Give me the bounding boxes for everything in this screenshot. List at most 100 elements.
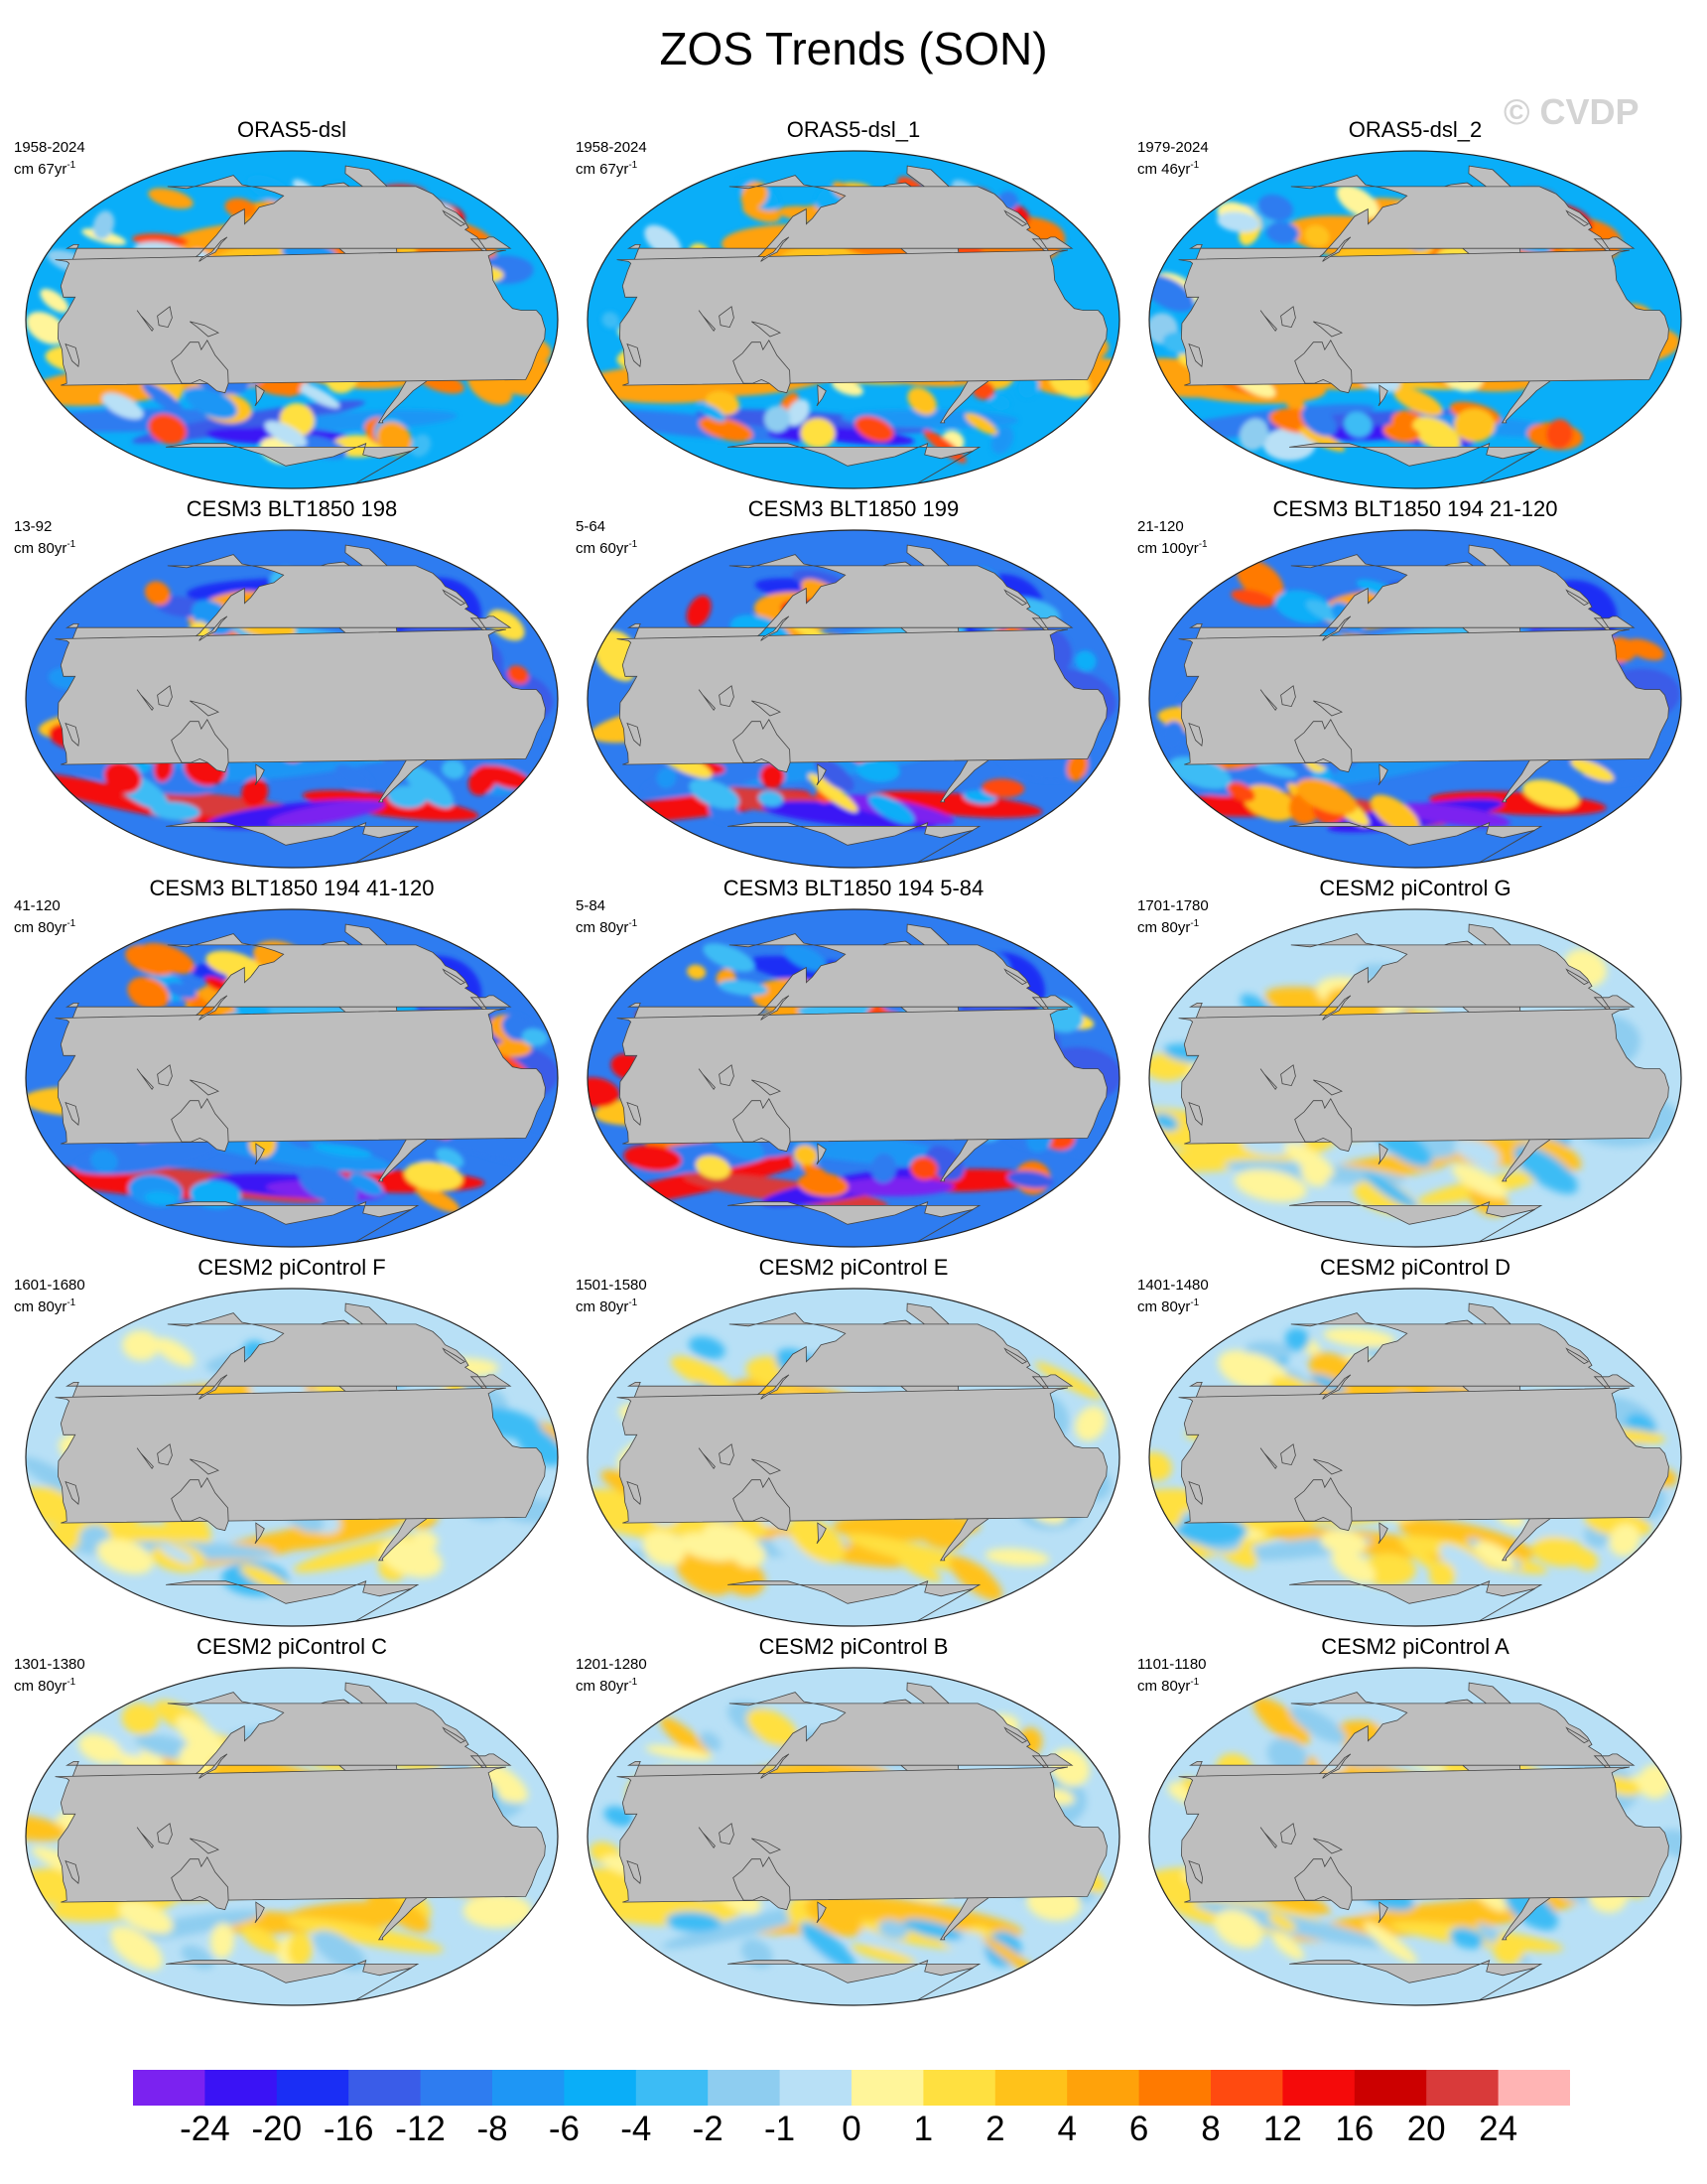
panel-year-range: 5-84 [576, 897, 606, 914]
colorbar-tick-label: -6 [548, 2110, 580, 2148]
panel-year-range: 1979-2024 [1137, 139, 1209, 156]
colorbar [133, 2070, 1570, 2106]
panel-units: cm 80yr-1 [576, 1677, 638, 1695]
colorbar-tick-label: 8 [1201, 2110, 1221, 2148]
panel-units: cm 60yr-1 [576, 539, 638, 557]
colorbar-tick-label: 2 [985, 2110, 1005, 2148]
world-map [1148, 1667, 1682, 2006]
panel-year-range: 1958-2024 [576, 139, 647, 156]
panel-title: ORAS5-dsl_1 [786, 117, 921, 142]
panel-units: cm 67yr-1 [14, 160, 76, 178]
map-panel: CESM2 piControl A 1101-1180 cm 80yr-1 [1137, 1634, 1693, 2011]
colorbar-tick-label: 6 [1128, 2110, 1149, 2148]
map-panel: CESM3 BLT1850 194 5-84 5-84 cm 80yr-1 [576, 876, 1131, 1253]
colorbar-swatch [1426, 2070, 1500, 2106]
map-panel: CESM2 piControl F 1601-1680 cm 80yr-1 [14, 1255, 570, 1632]
world-map [587, 150, 1120, 489]
colorbar-swatch [1498, 2070, 1570, 2106]
panel-year-range: 1301-1380 [14, 1656, 85, 1673]
colorbar-swatch [564, 2070, 637, 2106]
panel-title: CESM2 piControl F [197, 1255, 386, 1280]
panel-units: cm 67yr-1 [576, 160, 638, 178]
colorbar-swatch [635, 2070, 709, 2106]
panel-title: CESM2 piControl D [1320, 1255, 1510, 1280]
map-panel: CESM3 BLT1850 194 21-120 21-120 cm 100yr-1 [1137, 496, 1693, 874]
colorbar-swatch [1354, 2070, 1427, 2106]
panel-title: CESM2 piControl A [1321, 1634, 1510, 1659]
panel-title: CESM3 BLT1850 198 [186, 496, 398, 521]
panel-units: cm 80yr-1 [14, 1297, 76, 1315]
world-map [587, 1667, 1120, 2006]
colorbar-tick-label: 16 [1335, 2110, 1375, 2148]
map-panel: CESM2 piControl E 1501-1580 cm 80yr-1 [576, 1255, 1131, 1632]
world-map [587, 908, 1120, 1248]
world-map [1148, 1288, 1682, 1627]
panel-year-range: 21-120 [1137, 518, 1184, 535]
panel-title: CESM2 piControl G [1319, 876, 1511, 900]
world-map [25, 529, 559, 869]
colorbar-tick-label: -20 [251, 2110, 303, 2148]
panel-title: CESM3 BLT1850 194 5-84 [722, 876, 985, 900]
world-map [25, 1667, 559, 2006]
panel-title: CESM3 BLT1850 194 21-120 [1272, 496, 1558, 521]
map-panel: ORAS5-dsl_1 1958-2024 cm 67yr-1 [576, 117, 1131, 494]
colorbar-swatch [923, 2070, 996, 2106]
panel-year-range: 1501-1580 [576, 1277, 647, 1294]
panel-year-range: 1101-1180 [1137, 1656, 1207, 1673]
map-panel: CESM3 BLT1850 198 13-92 cm 80yr-1 [14, 496, 570, 874]
panel-units: cm 80yr-1 [576, 918, 638, 936]
panel-units: cm 100yr-1 [1137, 539, 1208, 557]
panel-title: CESM3 BLT1850 194 41-120 [149, 876, 435, 900]
colorbar-tick-label: 12 [1262, 2110, 1302, 2148]
panel-year-range: 1201-1280 [576, 1656, 647, 1673]
colorbar-swatch [994, 2070, 1068, 2106]
map-panel: CESM2 piControl B 1201-1280 cm 80yr-1 [576, 1634, 1131, 2011]
world-map [587, 1288, 1120, 1627]
panel-year-range: 41-120 [14, 897, 61, 914]
panel-units: cm 80yr-1 [14, 539, 76, 557]
colorbar-tick-label: -16 [323, 2110, 374, 2148]
map-panel: ORAS5-dsl_2 1979-2024 cm 46yr-1 [1137, 117, 1693, 494]
panel-title: ORAS5-dsl [236, 117, 347, 142]
colorbar-swatch [204, 2070, 278, 2106]
panel-units: cm 80yr-1 [1137, 1677, 1200, 1695]
panel-units: cm 80yr-1 [1137, 918, 1200, 936]
colorbar-tick-label: -24 [180, 2110, 230, 2148]
panel-title: ORAS5-dsl_2 [1348, 117, 1483, 142]
panel-year-range: 1701-1780 [1137, 897, 1209, 914]
panel-title: CESM3 BLT1850 199 [747, 496, 960, 521]
colorbar-tick-label: 20 [1406, 2110, 1446, 2148]
world-map [25, 1288, 559, 1627]
colorbar-swatch [779, 2070, 853, 2106]
map-panel: CESM3 BLT1850 199 5-64 cm 60yr-1 [576, 496, 1131, 874]
world-map [25, 908, 559, 1248]
panel-units: cm 46yr-1 [1137, 160, 1200, 178]
map-panel: CESM2 piControl G 1701-1780 cm 80yr-1 [1137, 876, 1693, 1253]
colorbar-swatch [420, 2070, 493, 2106]
world-map [1148, 908, 1682, 1248]
world-map [25, 150, 559, 489]
panel-title: CESM2 piControl E [758, 1255, 949, 1280]
panel-year-range: 13-92 [14, 518, 53, 535]
panel-units: cm 80yr-1 [576, 1297, 638, 1315]
colorbar-swatch [276, 2070, 349, 2106]
colorbar-swatch [1138, 2070, 1212, 2106]
colorbar-tick-label: 24 [1479, 2110, 1518, 2148]
panel-year-range: 5-64 [576, 518, 606, 535]
world-map [1148, 150, 1682, 489]
cvdp-watermark: © CVDP [1504, 91, 1640, 132]
panel-title: CESM2 piControl B [758, 1634, 949, 1659]
colorbar-tick-label: 4 [1057, 2110, 1077, 2148]
colorbar-tick-label: 1 [913, 2110, 934, 2148]
map-panel: CESM2 piControl D 1401-1480 cm 80yr-1 [1137, 1255, 1693, 1632]
colorbar-tick-label: 0 [842, 2110, 861, 2148]
world-map [587, 529, 1120, 869]
map-panel: ORAS5-dsl 1958-2024 cm 67yr-1 [14, 117, 570, 494]
colorbar-swatch [1211, 2070, 1283, 2106]
panel-year-range: 1401-1480 [1137, 1277, 1209, 1294]
map-panel: CESM3 BLT1850 194 41-120 41-120 cm 80yr-1 [14, 876, 570, 1253]
panel-units: cm 80yr-1 [14, 1677, 76, 1695]
panel-units: cm 80yr-1 [14, 918, 76, 936]
colorbar-tick-label: -4 [620, 2110, 652, 2148]
colorbar-swatch [852, 2070, 924, 2106]
